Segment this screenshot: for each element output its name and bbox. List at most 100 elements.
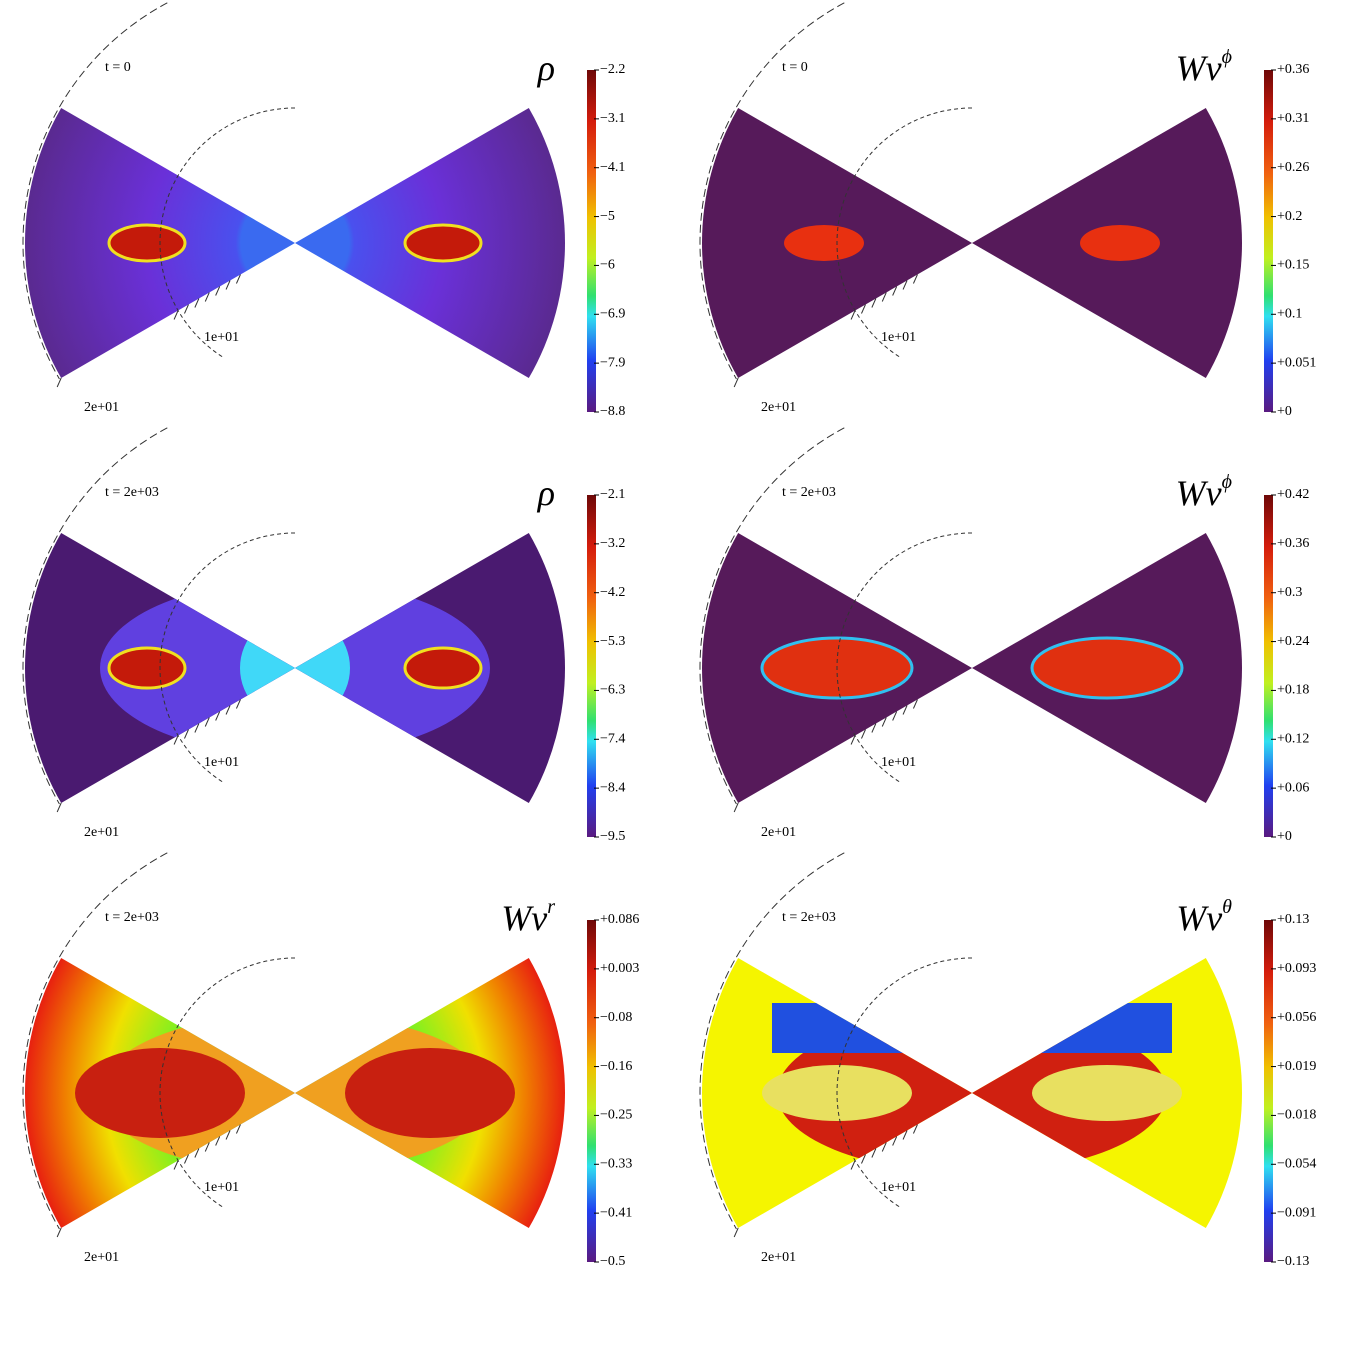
radius-label: 2e+01 [761,1250,796,1265]
time-label: t = 2e+03 [782,485,836,500]
axis-tick [881,717,887,727]
axis-tick [235,699,241,709]
axis-tick [173,735,179,745]
time-label: t = 2e+03 [782,910,836,925]
axis-tick [225,280,231,290]
dashed-arc [159,957,296,1208]
axis-tick [184,729,189,739]
colorbar-label: −0.41 [600,1205,632,1220]
blob [107,646,187,690]
axis-tick [235,1124,241,1134]
colorbar-label: +0.18 [1277,683,1309,698]
axis-tick [733,377,739,388]
colorbar-label: −3.1 [600,111,625,126]
colorbar-label: −0.054 [1277,1157,1316,1172]
colorbar-label: −3.2 [600,536,625,551]
blob [345,1048,515,1138]
colorbar-label: +0.1 [1277,307,1302,322]
axis-tick [215,1136,221,1146]
colorbar-label: +0.2 [1277,209,1302,224]
axis-tick [194,723,200,733]
axis-tick [912,274,918,284]
colorbar-label: +0.3 [1277,585,1302,600]
colorbar-label: −0.16 [600,1059,632,1074]
colorbar-label: +0.31 [1277,111,1309,126]
quantity-sup: ϕ [1222,46,1232,68]
axis-tick [871,723,877,733]
dashed-arc [836,957,973,1208]
axis-tick [225,705,231,715]
colorbar-label: −0.33 [600,1157,632,1172]
dashed-arc-outer [699,2,845,380]
dashed-arc [836,107,973,358]
axis-tick [194,1148,200,1158]
axis-tick [56,1227,62,1238]
dashed-arc-outer [22,2,168,380]
colorbar-label: −6 [600,258,615,273]
colorbar [587,495,596,837]
colorbar-label: +0.26 [1277,160,1309,175]
axis-tick [861,1154,866,1164]
colorbar-label: +0 [1277,829,1292,844]
inner [240,613,350,723]
quantity-base: ρ [537,48,555,88]
axis-tick [184,304,189,314]
colorbar-label: +0.36 [1277,62,1309,77]
colorbar [1264,920,1273,1262]
axis-tick [215,711,221,721]
panel: t = 0 1e+01 2e+01 ρ −2.2 −3.1 −4.1 −5 −6 −6.9 −7.9… [22,2,625,419]
axis-tick [861,304,866,314]
axis-tick [235,274,241,284]
axis-tick [902,705,908,715]
panel: t = 2e+03 1e+01 2e+01 Wvϕ +0.42 +0.36 +0.3 +0.2… [699,427,1309,844]
axis-tick [912,699,918,709]
colorbar-label: +0.019 [1277,1059,1316,1074]
field [107,223,483,263]
quantity-base: ρ [537,473,555,513]
axis-tick [215,286,221,296]
quantity-base: Wv [1176,48,1222,88]
dashed-arc-outer [699,852,845,1230]
axis-tick [871,1148,877,1158]
radius-label: 2e+01 [84,1250,119,1265]
blob [784,225,864,261]
colorbar-label: −0.5 [600,1254,625,1269]
dashed-arc-outer [22,852,168,1230]
axis-tick [892,286,898,296]
quantity-label: Wvθ [1176,896,1232,939]
colorbar-label: −8.4 [600,780,625,795]
colorbar-label: +0.42 [1277,487,1309,502]
colorbar-label: +0.12 [1277,732,1309,747]
axis-tick [173,1160,179,1170]
field [784,225,1160,261]
axis-tick [173,310,179,320]
axis-tick [902,280,908,290]
dashed-arc [159,107,296,358]
axis-tick [850,735,856,745]
panel: t = 0 1e+01 2e+01 Wvϕ +0.36 +0.31 +0.26 +0.2 +0.… [699,2,1316,419]
time-label: t = 0 [782,60,808,75]
radius-label: 2e+01 [761,825,796,840]
colorbar-label: +0.06 [1277,780,1309,795]
dashed-arc-outer [699,427,845,805]
colorbar-label: −7.9 [600,355,625,370]
quantity-label: Wvϕ [1176,471,1232,514]
quantity-base: Wv [1176,473,1222,513]
colorbar-label: +0.15 [1277,258,1309,273]
colorbar-label: −0.091 [1277,1205,1316,1220]
axis-tick [56,802,62,813]
axis-tick [861,729,866,739]
axis-tick [912,1124,918,1134]
axis-tick [892,711,898,721]
colorbar-label: −4.2 [600,585,625,600]
axis-tick [892,1136,898,1146]
field [100,580,490,756]
colorbar-label: +0.36 [1277,536,1309,551]
colorbar-label: −8.8 [600,404,625,419]
dashed-arc [159,532,296,783]
quantity-label: Wvϕ [1176,46,1232,89]
panel: t = 2e+03 1e+01 2e+01 Wvr +0.086 +0.003 −0.08 −… [22,852,639,1269]
radius-label: 2e+01 [84,400,119,415]
quantity-label: ρ [537,473,555,513]
